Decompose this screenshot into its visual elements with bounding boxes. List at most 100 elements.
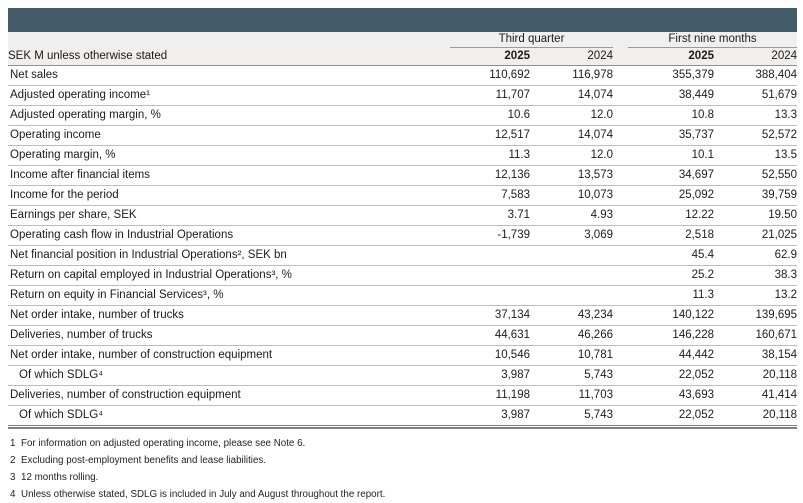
cell-9m-2024: 52,572 xyxy=(714,125,798,146)
row-label: Return on equity in Financial Services³,… xyxy=(8,285,450,306)
cell-gap xyxy=(613,185,628,206)
table-row: Return on equity in Financial Services³,… xyxy=(8,285,798,306)
row-label: Income for the period xyxy=(8,185,450,206)
cell-q3-2025: 3,987 xyxy=(501,409,530,422)
row-label: Adjusted operating margin, % xyxy=(8,105,450,126)
cell-9m-2025: 25.2 xyxy=(628,265,714,286)
cell-gap xyxy=(613,85,628,106)
table-row: Adjusted operating income¹ 11,707 14,074… xyxy=(8,85,798,106)
year-header-q3-2024: 2024 xyxy=(530,47,613,66)
cell-9m-2025: 22,052 xyxy=(678,409,714,422)
table-row: Earnings per share, SEK 3.71 4.93 12.22 … xyxy=(8,205,798,226)
cell-q3-2025: 37,134 xyxy=(450,305,530,326)
column-group-third-quarter: Third quarter xyxy=(450,32,613,48)
cell-q3-2025 xyxy=(450,245,530,266)
table-row: Return on capital employed in Industrial… xyxy=(8,265,798,286)
cell-q3-2024: 12.0 xyxy=(530,105,613,126)
year-header-q3-2025: 2025 xyxy=(450,47,530,66)
cell-q3-2024: 14,074 xyxy=(530,125,613,146)
footnote-text: Unless otherwise stated, SDLG is include… xyxy=(21,489,386,500)
row-label: Net financial position in Industrial Ope… xyxy=(8,245,450,266)
cell-9m-2024: 39,759 xyxy=(714,185,798,206)
table-row: Income after financial items 12,136 13,5… xyxy=(8,165,798,186)
cell-gap xyxy=(613,145,628,166)
cell-q3-2024: 11,703 xyxy=(530,385,613,406)
table-row: Deliveries, number of trucks 44,631 46,2… xyxy=(8,325,798,346)
cell-q3-2025: 11,198 xyxy=(450,385,530,406)
cell-q3-2025: 110,692 xyxy=(450,65,530,86)
row-label: Operating margin, % xyxy=(8,145,450,166)
cell-q3-2025: 11,707 xyxy=(450,85,530,106)
cell-gap xyxy=(613,105,628,126)
cell-q3-2024: 46,266 xyxy=(530,325,613,346)
cell-q3-2025: 10.6 xyxy=(450,105,530,126)
cell-9m-2024: 51,679 xyxy=(714,85,798,106)
cell-9m-2024: 52,550 xyxy=(714,165,798,186)
cell-q3-2025 xyxy=(450,265,530,286)
cell-9m-2024: 13.5 xyxy=(714,145,798,166)
table-row: Of which SDLG⁴ 3,987 5,743 22,052 20,118 xyxy=(8,365,798,386)
cell-9m-2024: 20,118 xyxy=(714,365,798,386)
footnote: 4 Unless otherwise stated, SDLG is inclu… xyxy=(8,486,797,503)
row-label: Of which SDLG⁴ xyxy=(8,365,450,386)
column-group-first-nine-months: First nine months xyxy=(628,32,798,48)
footnotes-section: 1 For information on adjusted operating … xyxy=(8,435,797,503)
cell-9m-2025: 140,122 xyxy=(628,305,714,326)
cell-q3-2024: 13,573 xyxy=(530,165,613,186)
cell-9m-2025: 34,697 xyxy=(628,165,714,186)
cell-gap xyxy=(613,205,628,226)
footnote-number: 2 xyxy=(10,455,16,466)
group-spacer xyxy=(8,32,450,47)
cell-9m-2024: 62.9 xyxy=(714,245,798,266)
cell-q3-2025: -1,739 xyxy=(450,225,530,246)
cell-9m-2024: 13.3 xyxy=(714,105,798,126)
cell-q3-2025: 12,136 xyxy=(450,165,530,186)
cell-q3-2024: 10,781 xyxy=(530,345,613,366)
cell-9m-2025: 12.22 xyxy=(628,205,714,226)
table-row: Operating margin, % 11.3 12.0 10.1 13.5 xyxy=(8,145,798,166)
group-gap xyxy=(613,32,628,47)
cell-gap xyxy=(613,125,628,146)
cell-9m-2024: 41,414 xyxy=(714,385,798,406)
table-bottom-rule xyxy=(8,425,797,429)
cell-9m-2024: 19.50 xyxy=(714,205,798,226)
footnote: 2 Excluding post-employment benefits and… xyxy=(8,452,797,469)
footnote-text: For information on adjusted operating in… xyxy=(21,438,306,449)
year-header-row: SEK M unless otherwise stated 2025 2024 … xyxy=(8,47,798,66)
table-row: Deliveries, number of construction equip… xyxy=(8,385,798,406)
cell-q3-2024: 116,978 xyxy=(530,65,613,86)
cell-9m-2025: 25,092 xyxy=(628,185,714,206)
year-header-9m-2024: 2024 xyxy=(714,47,798,66)
year-header-9m-2025: 2025 xyxy=(628,47,714,66)
cell-9m-2025: 22,052 xyxy=(628,365,714,386)
cell-9m-2024: 160,671 xyxy=(714,325,798,346)
footnote-number: 3 xyxy=(10,472,16,483)
cell-9m-2025: 146,228 xyxy=(628,325,714,346)
footnote-text: Excluding post-employment benefits and l… xyxy=(21,455,267,466)
cell-gap xyxy=(613,165,628,186)
cell-gap xyxy=(613,285,628,306)
cell-q3-2024: 4.93 xyxy=(530,205,613,226)
cell-9m-2024: 139,695 xyxy=(714,305,798,326)
table-row: Income for the period 7,583 10,073 25,09… xyxy=(8,185,798,206)
cell-9m-2025: 2,518 xyxy=(628,225,714,246)
cell-q3-2024: 14,074 xyxy=(530,85,613,106)
cell-q3-2025: 12,517 xyxy=(450,125,530,146)
table-row: Net financial position in Industrial Ope… xyxy=(8,245,798,266)
row-label: Operating cash flow in Industrial Operat… xyxy=(8,225,450,246)
key-figures-table: Third quarter First nine months SEK M un… xyxy=(8,32,798,425)
cell-gap xyxy=(613,325,628,346)
row-label: Net sales xyxy=(8,65,450,86)
cell-q3-2025 xyxy=(450,285,530,306)
cell-q3-2024: 43,234 xyxy=(530,305,613,326)
cell-9m-2025: 11.3 xyxy=(628,285,714,306)
footnote: 1 For information on adjusted operating … xyxy=(8,435,797,452)
cell-9m-2024: 21,025 xyxy=(714,225,798,246)
cell-q3-2025: 10,546 xyxy=(450,345,530,366)
row-label: Return on capital employed in Industrial… xyxy=(8,265,450,286)
cell-gap xyxy=(613,405,628,425)
report-header-bar xyxy=(8,8,797,32)
cell-9m-2025: 44,442 xyxy=(628,345,714,366)
cell-q3-2025: 44,631 xyxy=(450,325,530,346)
table-row: Net sales 110,692 116,978 355,379 388,40… xyxy=(8,65,798,86)
